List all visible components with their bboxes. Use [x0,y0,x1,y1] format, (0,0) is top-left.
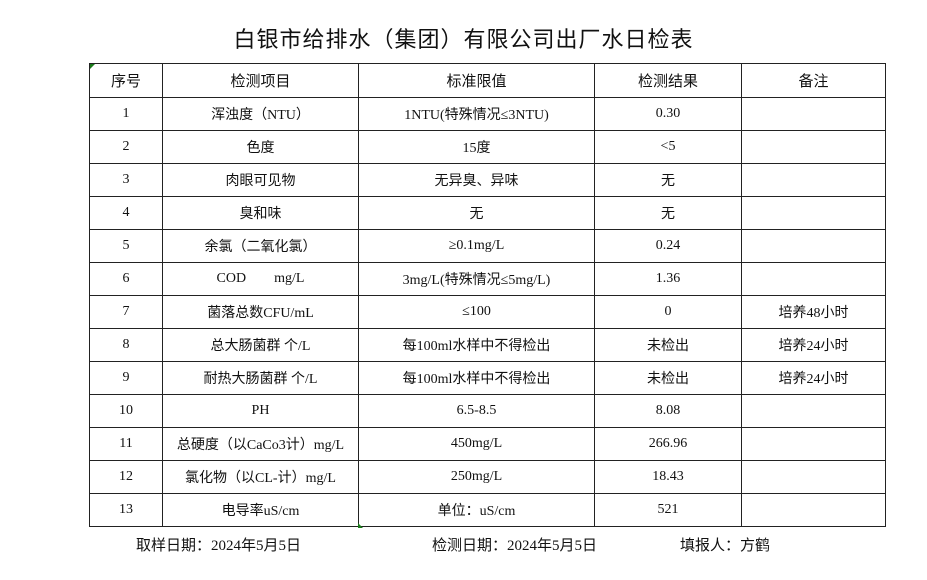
cell-standard[interactable]: 450mg/L [358,427,595,461]
cell-result[interactable]: 1.36 [594,262,742,296]
cell-index[interactable]: 13 [89,493,163,527]
cell-remark[interactable] [741,262,886,296]
cell-index[interactable]: 7 [89,295,163,329]
cell-standard[interactable]: 无 [358,196,595,230]
cell-remark[interactable]: 培养24小时 [741,361,886,395]
cell-item[interactable]: 菌落总数CFU/mL [162,295,359,329]
table-header-row: 序号 检测项目 标准限值 检测结果 备注 [89,63,886,98]
cell-standard[interactable]: 1NTU(特殊情况≤3NTU) [358,97,595,131]
cell-item[interactable]: 臭和味 [162,196,359,230]
cell-remark[interactable] [741,427,886,461]
cell-result[interactable]: 未检出 [594,328,742,362]
cell-standard[interactable]: 无异臭、异味 [358,163,595,197]
header-standard[interactable]: 标准限值 [358,63,595,98]
cell-result[interactable]: 0 [594,295,742,329]
cell-item[interactable]: 氯化物（以CL-计）mg/L [162,460,359,494]
header-item[interactable]: 检测项目 [162,63,359,98]
cell-standard[interactable]: 15度 [358,130,595,164]
cell-item[interactable]: 余氯（二氧化氯） [162,229,359,263]
cell-index[interactable]: 2 [89,130,163,164]
cell-item[interactable]: 总大肠菌群 个/L [162,328,359,362]
cell-result[interactable]: 0.30 [594,97,742,131]
cell-remark[interactable] [741,130,886,164]
water-test-table: 序号 检测项目 标准限值 检测结果 备注 1 浑浊度（NTU） 1NTU(特殊情况≤… [89,63,886,527]
cell-remark[interactable] [741,493,886,527]
cell-index[interactable]: 10 [89,394,163,428]
cell-result[interactable]: 未检出 [594,361,742,395]
table-row: 4 臭和味无无 [89,196,886,230]
cell-remark[interactable] [741,196,886,230]
cell-index[interactable]: 8 [89,328,163,362]
cell-result[interactable]: 18.43 [594,460,742,494]
reporter: 填报人：方鹤 [680,538,771,554]
cell-remark[interactable] [741,163,886,197]
table-row: 7 菌落总数CFU/mL ≤100 0 培养48小时 [89,295,886,329]
header-remark[interactable]: 备注 [741,63,886,98]
cell-standard[interactable]: 每100ml水样中不得检出 [358,328,595,362]
cell-standard[interactable]: 每100ml水样中不得检出 [358,361,595,395]
cell-standard[interactable]: 3mg/L(特殊情况≤5mg/L) [358,262,595,296]
cell-item[interactable]: 耐热大肠菌群 个/L [162,361,359,395]
cell-result[interactable]: 266.96 [594,427,742,461]
table-row: 12 氯化物（以CL-计）mg/L 250mg/L 18.43 [89,460,886,494]
table-row: 9 耐热大肠菌群 个/L 每100ml水样中不得检出 未检出 培养24小时 [89,361,886,395]
cell-standard[interactable]: 6.5-8.5 [358,394,595,428]
cell-result[interactable]: 8.08 [594,394,742,428]
cell-item[interactable]: 肉眼可见物 [162,163,359,197]
cell-item[interactable]: PH [162,394,359,428]
cell-index[interactable]: 4 [89,196,163,230]
cell-index[interactable]: 3 [89,163,163,197]
table-row: 10 PH 6.5-8.5 8.08 [89,394,886,428]
page-title: 白银市给排水（集团）有限公司出厂水日检表 [233,27,694,52]
cell-standard[interactable]: ≤100 [358,295,595,329]
table-row: 8 总大肠菌群 个/L 每100ml水样中不得检出 未检出 培养24小时 [89,328,886,362]
cell-item[interactable]: COD mg/L [162,262,359,296]
table-row: 6 COD mg/L 3mg/L(特殊情况≤5mg/L) 1.36 [89,262,886,296]
cell-index[interactable]: 1 [89,97,163,131]
cell-item[interactable]: 浑浊度（NTU） [162,97,359,131]
cell-remark[interactable] [741,394,886,428]
cell-item[interactable]: 总硬度（以CaCo3计）mg/L [162,427,359,461]
cell-comment-marker [90,64,95,69]
cell-remark[interactable] [741,229,886,263]
table-row: 13 电导率uS/cm 单位：uS/cm 521 [89,493,886,527]
cell-item[interactable]: 色度 [162,130,359,164]
table-row: 11 总硬度（以CaCo3计）mg/L 450mg/L 266.96 [89,427,886,461]
cell-remark[interactable] [741,97,886,131]
table-row: 2 色度 15度 <5 [89,130,886,164]
cell-remark[interactable]: 培养48小时 [741,295,886,329]
cell-remark[interactable] [741,460,886,494]
cell-result[interactable]: 无 [594,163,742,197]
sample-date: 取样日期：2024年5月5日 [136,538,302,554]
cell-result[interactable]: 521 [594,493,742,527]
table-row: 1 浑浊度（NTU） 1NTU(特殊情况≤3NTU) 0.30 [89,97,886,131]
cell-comment-marker [358,523,363,528]
cell-standard[interactable]: 250mg/L [358,460,595,494]
cell-index[interactable]: 9 [89,361,163,395]
table-row: 5 余氯（二氧化氯） ≥0.1mg/L 0.24 [89,229,886,263]
cell-index[interactable]: 12 [89,460,163,494]
cell-remark[interactable]: 培养24小时 [741,328,886,362]
cell-index[interactable]: 6 [89,262,163,296]
cell-standard[interactable]: ≥0.1mg/L [358,229,595,263]
cell-result[interactable]: 0.24 [594,229,742,263]
header-result[interactable]: 检测结果 [594,63,742,98]
cell-standard[interactable]: 单位：uS/cm [358,493,595,527]
cell-item[interactable]: 电导率uS/cm [162,493,359,527]
cell-result[interactable]: 无 [594,196,742,230]
cell-index[interactable]: 5 [89,229,163,263]
cell-index[interactable]: 11 [89,427,163,461]
cell-result[interactable]: <5 [594,130,742,164]
test-date: 检测日期：2024年5月5日 [432,538,598,554]
header-index[interactable]: 序号 [89,63,163,98]
table-row: 3 肉眼可见物 无异臭、异味无 [89,163,886,197]
